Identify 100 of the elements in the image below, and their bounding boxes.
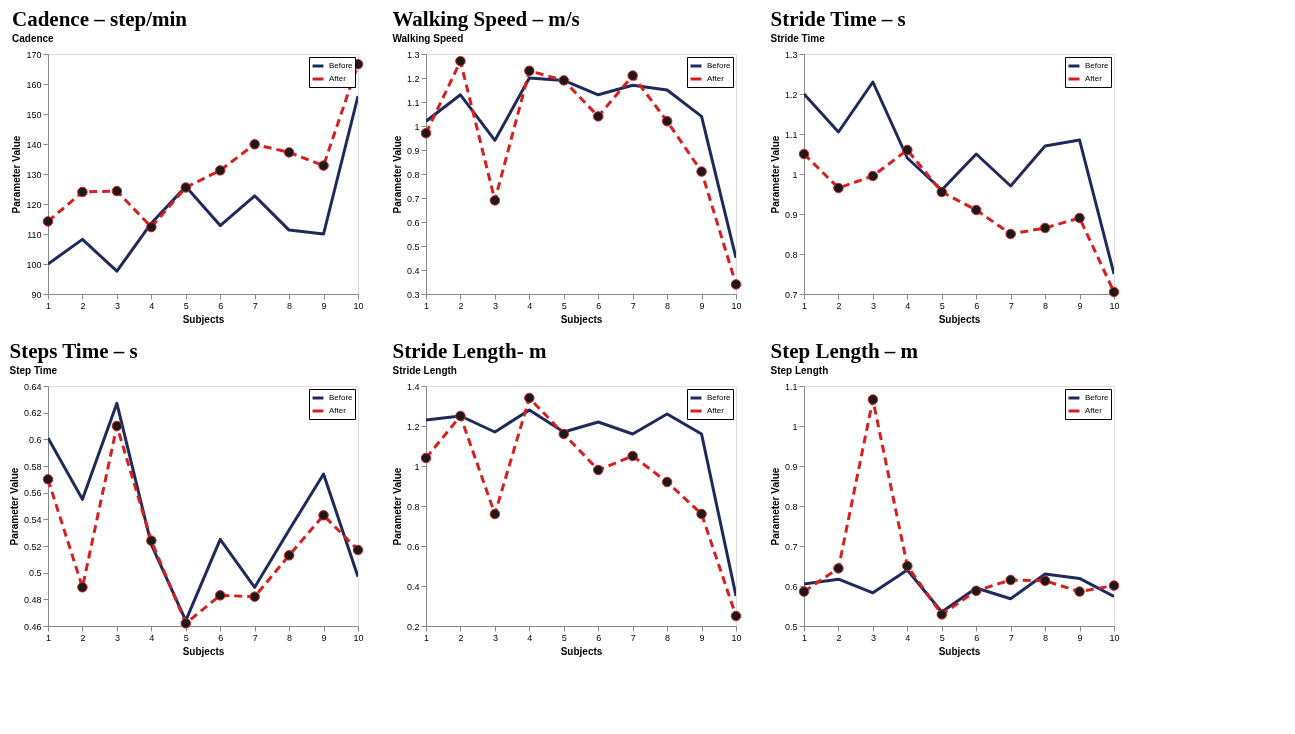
chart-subtitle: Stride Length	[392, 365, 457, 376]
x-tick-label: 6	[974, 300, 980, 311]
y-axis-title: Parameter Value	[769, 135, 781, 214]
point	[180, 618, 192, 629]
point	[1039, 222, 1051, 234]
y-tick-label: 0.5	[784, 621, 798, 632]
point	[111, 185, 123, 197]
chart-subtitle: Cadence	[11, 33, 55, 44]
point	[249, 591, 260, 602]
x-tick-label: 1	[423, 300, 430, 311]
x-axis-title: Subjects	[182, 645, 225, 657]
y-tick-label: 150	[26, 109, 42, 120]
y-tick-label: 0.5	[28, 568, 42, 579]
y-tick-label: 0.7	[784, 289, 798, 300]
chart-subtitle: Step Time	[9, 365, 58, 376]
point	[798, 586, 810, 597]
legend-label: Before	[707, 61, 732, 70]
x-tick-label: 10	[1109, 300, 1120, 311]
point	[489, 508, 501, 520]
y-tick-label: 1.1	[784, 129, 798, 140]
x-tick-label: 9	[1077, 632, 1083, 643]
y-tick-label: 0.8	[784, 501, 798, 512]
y-tick-label: 0.6	[406, 541, 420, 552]
point	[111, 420, 123, 432]
y-tick-label: 1.2	[406, 421, 420, 432]
y-tick-label: 0.52	[23, 541, 42, 552]
chart-title: Walking Speed – m/s	[392, 7, 580, 31]
y-tick-label: 1.2	[784, 89, 798, 100]
x-tick-label: 9	[699, 300, 705, 311]
x-tick-label: 6	[596, 632, 602, 643]
point	[661, 476, 673, 488]
y-tick-label: 0.5	[406, 241, 420, 252]
x-tick-label: 6	[596, 300, 602, 311]
chart-title: Stride Time – s	[770, 7, 906, 31]
x-tick-label: 3	[870, 632, 876, 643]
x-tick-label: 7	[1008, 300, 1014, 311]
point	[42, 216, 54, 227]
point	[696, 508, 707, 520]
x-tick-label: 4	[527, 632, 533, 643]
x-tick-label: 6	[974, 632, 980, 643]
x-tick-label: 3	[114, 300, 120, 311]
x-tick-label: 7	[252, 300, 258, 311]
point	[1005, 228, 1016, 240]
y-tick-label: 0.2	[406, 621, 420, 632]
legend-label: After	[1085, 74, 1103, 83]
point	[318, 160, 329, 171]
point	[627, 70, 638, 81]
chart-title: Step Length – m	[770, 339, 919, 363]
point	[1108, 286, 1120, 298]
y-tick-label: 0.6	[28, 434, 42, 445]
chart-title: Steps Time – s	[9, 339, 138, 363]
point	[77, 186, 88, 198]
x-tick-label: 3	[492, 632, 498, 643]
y-tick-label: 1.1	[406, 97, 420, 108]
x-tick-label: 8	[665, 300, 671, 311]
point	[970, 585, 982, 597]
y-tick-label: 1.4	[406, 381, 420, 392]
x-tick-label: 5	[561, 300, 567, 311]
y-tick-label: 0.62	[23, 408, 42, 419]
y-tick-label: 0.4	[406, 581, 420, 592]
x-tick-label: 3	[492, 300, 498, 311]
y-tick-label: 1.1	[784, 381, 798, 392]
x-tick-label: 9	[321, 300, 327, 311]
y-tick-label: 0.9	[406, 145, 420, 156]
y-tick-label: 0.8	[406, 501, 420, 512]
x-tick-label: 2	[80, 632, 86, 643]
x-tick-label: 6	[218, 632, 224, 643]
x-tick-label: 1	[801, 300, 808, 311]
point	[936, 186, 948, 198]
legend-label: Before	[1085, 393, 1110, 402]
y-tick-label: 1	[414, 121, 420, 132]
point	[455, 410, 466, 422]
y-tick-label: 0.8	[406, 169, 420, 180]
x-axis-title: Subjects	[182, 313, 225, 325]
point	[558, 75, 570, 86]
legend-label: Before	[329, 393, 354, 402]
point	[420, 452, 432, 464]
legend-label: Before	[1085, 61, 1110, 70]
y-tick-label: 1.3	[784, 49, 798, 60]
point	[1074, 212, 1085, 224]
x-tick-label: 10	[353, 632, 364, 643]
y-tick-label: 110	[27, 229, 42, 240]
x-tick-label: 8	[1043, 300, 1049, 311]
y-tick-label: 1.2	[406, 73, 420, 84]
point	[936, 609, 948, 620]
point	[592, 464, 604, 476]
y-tick-label: 0.54	[23, 514, 42, 525]
x-tick-label: 4	[905, 632, 911, 643]
point	[730, 610, 742, 622]
y-tick-label: 0.58	[23, 461, 42, 472]
point	[970, 204, 982, 216]
chart-title: Cadence – step/min	[11, 7, 188, 31]
x-tick-label: 10	[731, 300, 742, 311]
x-tick-label: 9	[699, 632, 705, 643]
y-tick-label: 140	[26, 139, 42, 150]
x-tick-label: 7	[1008, 632, 1014, 643]
point	[1108, 580, 1120, 591]
y-tick-label: 0.6	[406, 217, 420, 228]
x-axis-title: Subjects	[938, 313, 981, 325]
y-tick-label: 0.9	[784, 461, 798, 472]
